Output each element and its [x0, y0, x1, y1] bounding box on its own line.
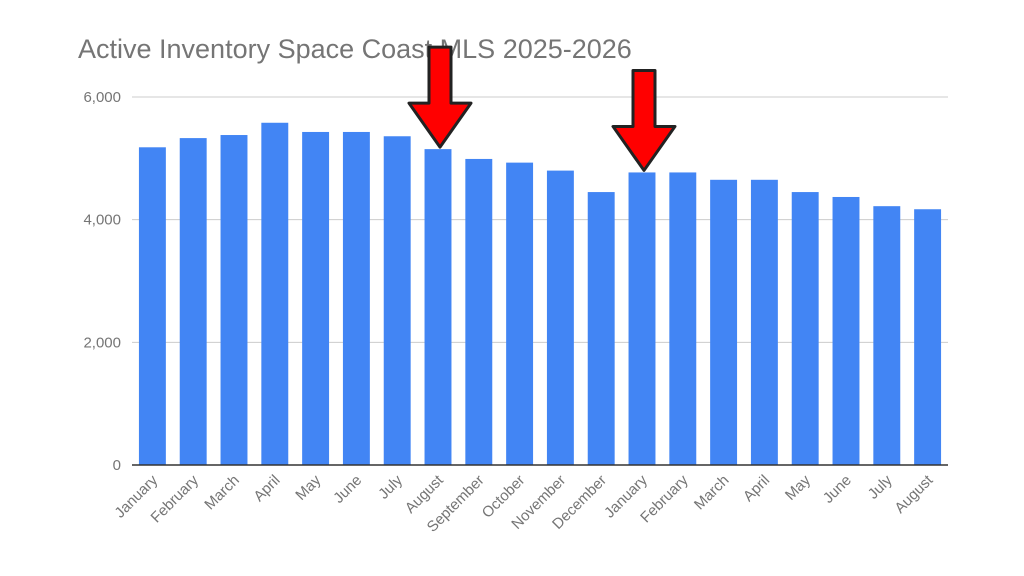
x-tick-label: April — [740, 472, 773, 505]
bar — [791, 192, 819, 466]
x-tick-label: June — [330, 472, 365, 507]
y-tick-label: 0 — [113, 457, 121, 474]
bar — [261, 122, 289, 465]
bar — [873, 206, 901, 465]
bar — [138, 147, 166, 465]
x-tick-label: March — [691, 472, 732, 513]
bar — [424, 149, 452, 465]
bar — [383, 136, 411, 465]
red-arrow-annotation — [611, 68, 677, 172]
bar — [669, 172, 697, 465]
x-tick-label: May — [782, 471, 814, 503]
x-tick-label: March — [201, 472, 242, 513]
bar — [546, 170, 574, 465]
bars — [138, 122, 942, 466]
x-tick-label: July — [865, 471, 896, 502]
bar — [465, 158, 493, 466]
y-axis-ticks: 0 2,000 4,000 6,000 — [83, 89, 121, 474]
chart-title: Active Inventory Space Coast MLS 2025-20… — [78, 34, 632, 64]
x-tick-label: August — [891, 471, 937, 517]
bar — [750, 179, 778, 466]
bar — [220, 135, 248, 465]
red-arrow-annotation — [407, 45, 473, 149]
x-tick-label: April — [250, 472, 283, 505]
bar — [628, 172, 656, 465]
y-tick-label: 4,000 — [83, 212, 121, 229]
x-tick-label: June — [820, 472, 855, 507]
bar — [342, 131, 370, 465]
gridlines — [132, 96, 948, 343]
bar — [506, 162, 534, 466]
x-tick-label: May — [292, 471, 324, 503]
y-tick-label: 6,000 — [83, 89, 121, 106]
bar — [914, 209, 942, 465]
y-tick-label: 2,000 — [83, 334, 121, 351]
bar — [832, 196, 860, 465]
bar — [302, 131, 330, 465]
bar — [587, 192, 615, 466]
x-tick-label: July — [375, 471, 406, 502]
bar — [179, 138, 207, 466]
bar — [710, 179, 738, 466]
annotations — [407, 45, 677, 172]
